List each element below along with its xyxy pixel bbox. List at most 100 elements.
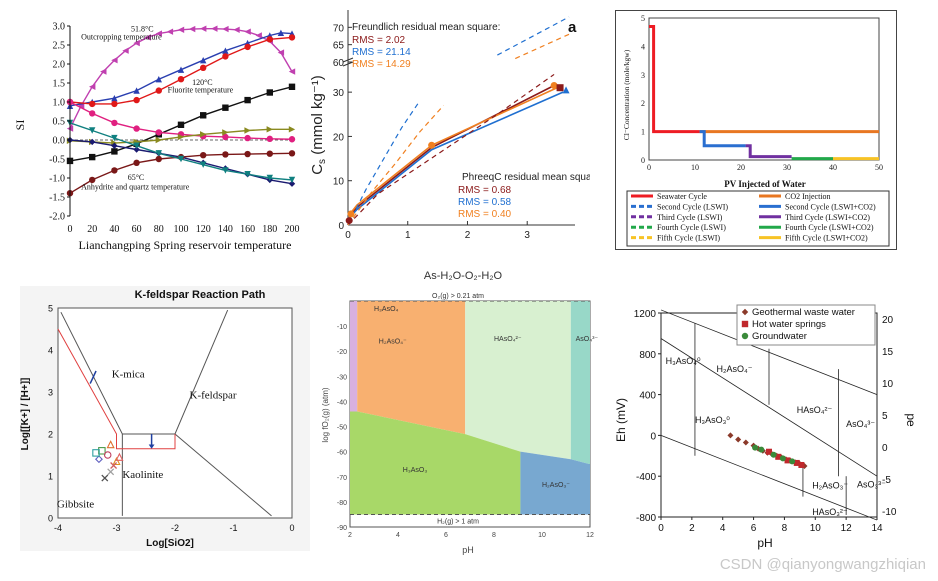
si-point-blue-up	[133, 87, 140, 94]
eh-boundary-as5-as3	[660, 338, 878, 477]
si-point-teal	[133, 142, 140, 149]
eh-legend-label: Groundwater	[752, 331, 807, 342]
as-y-tick-label: -10	[337, 324, 347, 331]
si-x-tick-label: 100	[174, 224, 189, 235]
si-point-maroon	[89, 176, 96, 184]
cs-x-tick-label: 1	[405, 230, 411, 241]
si-point-red	[288, 34, 296, 41]
si-x-tick-label: 200	[285, 224, 300, 235]
si-point-maroon	[222, 151, 229, 158]
eh-region-label: H₃AsO₄⁰	[666, 356, 701, 366]
eh-data-point	[793, 459, 800, 466]
eh-y-right-tick-label: 10	[882, 379, 894, 390]
cl-y-tick-label: 0	[641, 156, 645, 165]
cl-chart-panel: 0 1 2 3 4 5 0 10 20 30 40 50 PV Injected of Water C…	[615, 10, 897, 250]
kfeld-y-axis-label: Log[[K+] / [H+]]	[20, 378, 31, 451]
kfeld-region-label: Kaolinite	[122, 469, 163, 481]
si-point-maroon	[200, 152, 207, 159]
as-region-label: HAsO₄²⁻	[494, 336, 522, 343]
kfeld-region-label: K-mica	[112, 368, 145, 380]
cl-legend-label: Second Cycle (LSWI+CO2)	[785, 202, 876, 211]
cl-x-tick-label: 10	[691, 163, 699, 172]
as-chart-panel: As-H₂O-O₂-H₂O -10 -20 -30 -40 -50 -60 -70 -80 -9…	[318, 265, 600, 560]
eh-x-tick-label: 4	[720, 523, 726, 534]
as-o2-limit-label: O₂(g) > 0.21 atm	[432, 293, 484, 300]
kfeld-data-point	[103, 451, 112, 459]
eh-y-tick-label: 800	[639, 350, 656, 361]
cs-data-point	[345, 217, 353, 225]
kfeld-y-tick-label: 5	[48, 304, 53, 314]
si-point-pink	[244, 134, 251, 142]
kfeld-data-point	[106, 440, 115, 449]
si-annotation: Outcropping temperature	[81, 32, 162, 41]
si-point-magenta	[222, 25, 229, 33]
si-x-tick-label: 80	[154, 224, 164, 235]
as-region-label: H₂AsO₃⁻	[542, 482, 570, 489]
cl-legend-label: Second Cycle (LSWI)	[657, 202, 728, 211]
si-point-magenta	[211, 25, 218, 32]
kfeld-chart: K-feldspar Reaction Path 0 1 2 3 4 5 -4 -3 -2 -1 0…	[20, 286, 310, 551]
kfeld-path-arrow2-shaft	[89, 370, 97, 384]
si-series-line-blue-up	[69, 32, 293, 107]
cs-y-tick-label: 65	[333, 41, 345, 52]
si-point-magenta	[288, 68, 296, 75]
cl-legend-label: Fourth Cycle (LSWI)	[657, 223, 726, 232]
si-point-magenta	[200, 25, 207, 32]
si-point-teal	[89, 127, 96, 134]
si-point-black	[200, 112, 207, 119]
eh-y-axis-label: Eh (mV)	[615, 398, 628, 442]
si-x-tick-label: 140	[218, 224, 233, 235]
eh-water-lower	[660, 435, 878, 521]
si-point-pink	[89, 110, 96, 117]
cl-legend-label: Fifth Cycle (LSWI+CO2)	[785, 234, 868, 243]
kfeld-x-tick-label: -2	[171, 523, 179, 533]
si-point-teal	[244, 171, 251, 178]
cs-y-axis-label: Cs (mmol kg⁻¹)	[310, 75, 328, 175]
as-region-h2aso4	[357, 301, 466, 435]
cl-x-tick-label: 40	[829, 163, 837, 172]
eh-y-right-tick-label: 20	[882, 315, 894, 326]
as-chart: As-H₂O-O₂-H₂O -10 -20 -30 -40 -50 -60 -70 -80 -9…	[321, 270, 598, 555]
si-x-tick-label: 180	[262, 224, 277, 235]
kfeld-x-tick-label: 0	[289, 523, 294, 533]
as-region-haso4	[465, 301, 571, 460]
si-point-red	[266, 36, 273, 43]
si-point-red	[111, 100, 118, 108]
si-x-tick-label: 120	[196, 224, 211, 235]
cl-legend-label: Fourth Cycle (LSWI+CO2)	[785, 223, 874, 232]
eh-data-point	[784, 457, 791, 464]
si-annotation: Anhydrite and quartz temperature	[81, 182, 190, 191]
si-point-blue-up	[111, 95, 118, 102]
kfeld-x-tick-label: -1	[229, 523, 237, 533]
eh-y-tick-label: -800	[636, 513, 656, 524]
si-chart-panel: -2.0 -1.5 -1.0 -0.5 0.0 0.5 1.0 1.5 2.0 2.5 3.0 0 20…	[0, 0, 310, 260]
eh-data-point	[789, 458, 796, 465]
si-annotation: 51.8°C	[131, 25, 154, 34]
eh-y-right-tick-label: 15	[882, 347, 894, 358]
si-point-magenta	[177, 26, 185, 33]
cs-line-blue-dash	[347, 100, 421, 226]
eh-data-point	[758, 446, 765, 453]
si-point-magenta	[89, 83, 96, 90]
kfeld-title: K-feldspar Reaction Path	[135, 289, 266, 301]
as-y-axis-label: log fO₂(g) (atm)	[321, 387, 330, 442]
si-point-pink	[155, 129, 162, 136]
eh-region-label: AsO₄³⁻	[846, 419, 875, 429]
cl-y-tick-label: 1	[641, 128, 645, 137]
eh-x-tick-label: 8	[782, 523, 788, 534]
cs-freundlich-rms: RMS = 14.29	[352, 59, 411, 70]
cs-line-blue-solid	[347, 91, 564, 226]
si-point-maroon	[244, 150, 251, 158]
si-point-navy	[133, 146, 140, 153]
si-point-magenta	[122, 47, 129, 54]
si-point-magenta	[144, 34, 151, 41]
kfeld-data-point	[112, 456, 121, 466]
as-x-tick-label: 8	[492, 532, 496, 539]
si-point-teal	[200, 161, 207, 168]
cs-y-tick-label: 30	[333, 88, 345, 99]
si-point-maroon	[155, 155, 162, 163]
eh-data-point	[798, 461, 805, 468]
si-point-navy	[111, 142, 118, 149]
si-point-pink	[111, 119, 118, 127]
